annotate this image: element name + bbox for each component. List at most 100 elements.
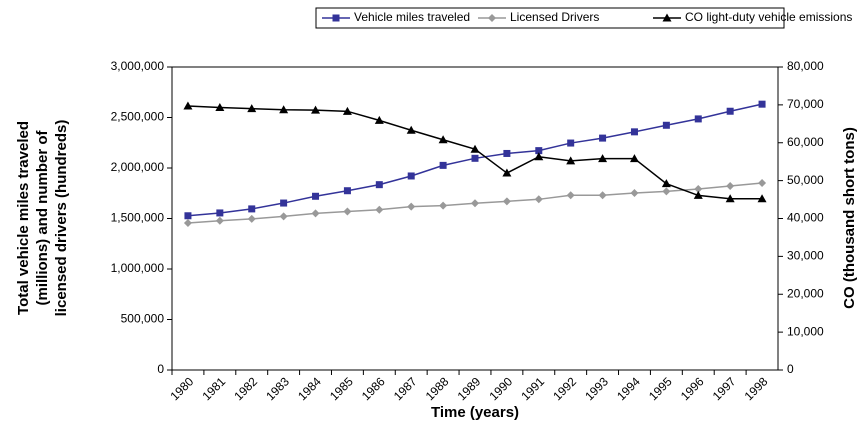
data-point: [535, 147, 543, 155]
data-point: [406, 125, 416, 134]
data-point: [757, 194, 767, 203]
data-point: [280, 199, 288, 207]
x-tick-label: 1996: [678, 374, 707, 403]
data-point: [725, 194, 735, 203]
y-tick-label: 500,000: [121, 312, 165, 326]
legend-marker: [488, 14, 496, 22]
data-point: [374, 115, 384, 124]
x-tick-label: 1995: [646, 374, 675, 403]
x-tick-label: 1998: [742, 374, 771, 403]
y2-tick-label: 70,000: [787, 97, 824, 111]
x-tick-label: 1992: [550, 374, 579, 403]
data-point: [343, 187, 351, 195]
x-tick-label: 1986: [359, 374, 388, 403]
data-point: [598, 154, 608, 163]
x-tick-label: 1987: [391, 374, 420, 403]
data-point: [662, 187, 671, 196]
data-point: [279, 105, 289, 114]
data-point: [311, 105, 321, 114]
data-point: [630, 189, 639, 198]
data-point: [471, 199, 479, 208]
data-point: [662, 121, 670, 129]
data-point: [342, 106, 352, 115]
data-point: [375, 205, 384, 214]
data-point: [567, 139, 575, 147]
x-tick-label: 1988: [423, 374, 452, 403]
y-axis-title: licensed drivers (hundreds): [53, 120, 70, 317]
data-point: [693, 190, 703, 199]
y-tick-label: 2,000,000: [111, 160, 165, 174]
data-point: [183, 101, 193, 110]
data-point: [311, 209, 320, 218]
y-tick-label: 1,500,000: [111, 211, 165, 225]
y2-tick-label: 60,000: [787, 135, 824, 149]
data-point: [661, 179, 671, 188]
legend-label: Vehicle miles traveled: [354, 10, 470, 24]
data-point: [438, 135, 448, 144]
x-tick-label: 1984: [295, 374, 324, 403]
y-axis-title: Total vehicle miles traveled: [15, 121, 32, 315]
legend-marker: [662, 13, 672, 22]
data-point: [503, 149, 511, 157]
data-point: [247, 104, 257, 113]
data-point: [566, 191, 575, 200]
data-point: [630, 128, 638, 136]
data-point: [694, 185, 703, 194]
data-point: [598, 191, 607, 200]
data-point: [439, 201, 448, 210]
x-tick-label: 1989: [455, 374, 484, 403]
y-tick-label: 1,000,000: [111, 261, 165, 275]
data-point: [343, 207, 352, 216]
data-point: [629, 154, 639, 163]
legend-box: [315, 7, 785, 29]
y2-tick-label: 20,000: [787, 286, 824, 300]
data-point: [312, 192, 320, 200]
data-point: [247, 214, 256, 223]
y2-tick-label: 10,000: [787, 324, 824, 338]
legend-label: Licensed Drivers: [510, 10, 599, 24]
data-point: [184, 212, 192, 220]
y2-tick-label: 40,000: [787, 211, 824, 225]
x-axis-title: Time (years): [431, 404, 519, 421]
legend-marker: [332, 14, 340, 22]
y2-tick-label: 50,000: [787, 173, 824, 187]
data-point: [407, 172, 415, 180]
y2-axis-title: CO (thousand short tons): [841, 127, 858, 309]
x-tick-label: 1982: [231, 374, 260, 403]
x-tick-label: 1994: [614, 374, 643, 403]
data-point: [216, 209, 224, 217]
data-point: [694, 115, 702, 123]
y2-tick-label: 30,000: [787, 249, 824, 263]
data-point: [183, 218, 192, 227]
data-point: [502, 197, 511, 206]
data-point: [215, 216, 224, 225]
data-point: [439, 161, 447, 169]
x-tick-label: 1990: [486, 374, 515, 403]
data-point: [470, 144, 480, 153]
data-point: [279, 212, 288, 221]
x-tick-label: 1997: [710, 374, 739, 403]
data-point: [248, 205, 256, 213]
data-point: [215, 103, 225, 112]
data-point: [534, 195, 543, 204]
data-point: [726, 107, 734, 115]
data-point: [758, 178, 767, 187]
data-point: [758, 100, 766, 108]
y2-tick-label: 0: [787, 362, 794, 376]
data-point: [471, 154, 479, 162]
y-axis-title: (millions) and number of: [34, 129, 51, 305]
data-point: [407, 202, 416, 211]
data-point: [726, 181, 735, 190]
data-point: [502, 168, 512, 177]
y-tick-label: 3,000,000: [111, 59, 165, 73]
x-tick-label: 1981: [199, 374, 228, 403]
data-point: [534, 152, 544, 161]
x-tick-label: 1993: [582, 374, 611, 403]
x-tick-label: 1985: [327, 374, 356, 403]
y-tick-label: 0: [157, 362, 164, 376]
y2-tick-label: 80,000: [787, 59, 824, 73]
x-tick-label: 1980: [168, 374, 197, 403]
data-point: [566, 156, 576, 165]
data-point: [375, 181, 383, 189]
x-tick-label: 1983: [263, 374, 292, 403]
